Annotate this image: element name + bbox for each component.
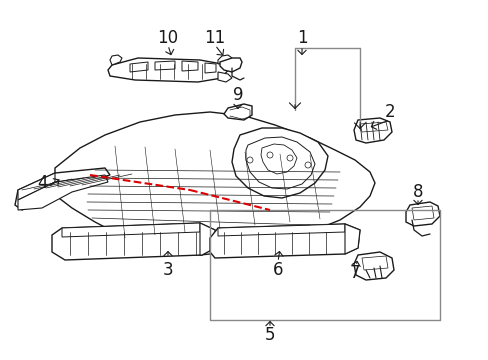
Polygon shape	[155, 61, 175, 70]
Polygon shape	[130, 62, 148, 72]
Text: 3: 3	[163, 261, 173, 279]
Polygon shape	[110, 55, 122, 65]
Polygon shape	[18, 173, 55, 200]
Text: 6: 6	[272, 261, 283, 279]
Polygon shape	[52, 223, 215, 260]
Text: 1: 1	[296, 29, 306, 47]
Polygon shape	[218, 224, 345, 236]
Text: 4: 4	[37, 174, 47, 192]
Text: 5: 5	[264, 326, 275, 344]
Polygon shape	[218, 55, 231, 64]
Polygon shape	[405, 202, 439, 226]
Polygon shape	[345, 224, 359, 254]
Polygon shape	[18, 175, 108, 210]
Polygon shape	[361, 256, 387, 270]
Text: 2: 2	[384, 103, 394, 121]
Polygon shape	[218, 72, 231, 82]
Polygon shape	[182, 61, 198, 71]
Polygon shape	[245, 137, 314, 189]
Polygon shape	[62, 223, 200, 237]
Polygon shape	[204, 63, 216, 73]
Polygon shape	[353, 118, 391, 143]
Polygon shape	[15, 168, 110, 210]
Text: 9: 9	[232, 86, 243, 104]
Polygon shape	[411, 206, 433, 220]
Text: 7: 7	[349, 264, 360, 282]
Polygon shape	[209, 224, 359, 258]
Polygon shape	[200, 223, 215, 255]
Text: 8: 8	[412, 183, 423, 201]
Polygon shape	[353, 252, 393, 280]
Polygon shape	[224, 104, 251, 120]
Polygon shape	[261, 144, 296, 174]
Text: 11: 11	[204, 29, 225, 47]
Polygon shape	[220, 58, 242, 72]
Polygon shape	[359, 122, 387, 132]
Polygon shape	[108, 58, 227, 82]
Polygon shape	[55, 112, 374, 255]
Polygon shape	[231, 128, 327, 198]
Text: 10: 10	[157, 29, 178, 47]
